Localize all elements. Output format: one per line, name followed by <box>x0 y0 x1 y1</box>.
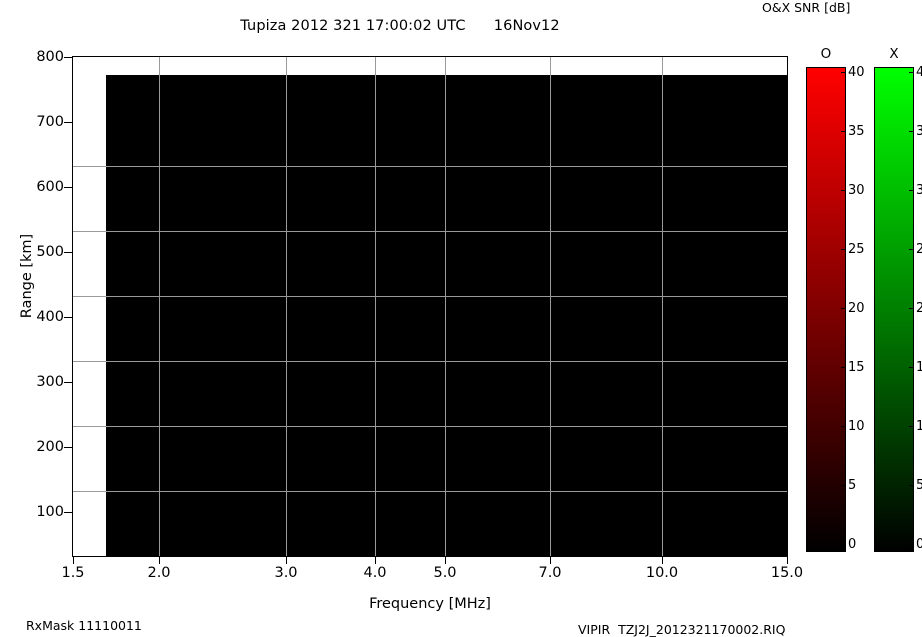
colorbar-x-tick-5 <box>909 485 914 486</box>
gridline-x-3.0 <box>286 57 287 556</box>
colorbar-o-tick-15 <box>841 367 846 368</box>
heatmap-data-region <box>106 75 787 556</box>
y-tick-label-600: 600 <box>36 179 64 195</box>
colorbar-o-ticklabel-15: 15 <box>848 360 865 375</box>
y-tick-100 <box>64 512 72 513</box>
y-axis-title: Range [km] <box>19 233 35 319</box>
y-tick-label-200: 200 <box>36 439 64 455</box>
y-tick-600 <box>64 187 72 188</box>
colorbar-x-tick-25 <box>909 249 914 250</box>
y-tick-800 <box>64 57 72 58</box>
colorbar-x[interactable] <box>874 67 914 552</box>
y-tick-label-100: 100 <box>36 504 64 520</box>
colorbar-x-tick-30 <box>909 190 914 191</box>
x-tick-label-5.0: 5.0 <box>433 565 457 581</box>
x-tick-label-4.0: 4.0 <box>363 565 387 581</box>
colorbar-o-tick-5 <box>841 485 846 486</box>
x-tick-3.0 <box>286 557 287 564</box>
colorbar-x-tick-0 <box>909 544 914 545</box>
gridline-x-2.0 <box>159 57 160 556</box>
colorbar-o-tick-35 <box>841 131 846 132</box>
x-tick-10.0 <box>662 557 663 564</box>
x-tick-5.0 <box>445 557 446 564</box>
gridline-y-400 <box>73 361 787 362</box>
ionogram-plot-area[interactable] <box>72 56 788 557</box>
y-tick-label-800: 800 <box>36 49 64 65</box>
x-tick-7.0 <box>550 557 551 564</box>
colorbar-x-ticklabel-5: 5 <box>916 478 922 493</box>
x-tick-1.5 <box>73 557 74 564</box>
colorbar-x-ticklabel-40: 40 <box>916 65 922 80</box>
gridline-y-300 <box>73 426 787 427</box>
colorbar-caption: O&X SNR [dB] <box>762 0 851 15</box>
x-tick-label-1.5: 1.5 <box>61 565 85 581</box>
colorbar-o-ticklabel-30: 30 <box>848 183 865 198</box>
colorbar-o-ticklabel-25: 25 <box>848 242 865 257</box>
colorbar-o-ticklabel-35: 35 <box>848 124 865 139</box>
y-tick-300 <box>64 382 72 383</box>
colorbar-o[interactable] <box>806 67 846 552</box>
x-tick-4.0 <box>375 557 376 564</box>
colorbar-o-tick-20 <box>841 308 846 309</box>
colorbar-x-tick-40 <box>909 72 914 73</box>
colorbar-x-ticklabel-25: 25 <box>916 242 922 257</box>
x-tick-label-3.0: 3.0 <box>274 565 298 581</box>
colorbar-x-tick-15 <box>909 367 914 368</box>
gridline-y-500 <box>73 296 787 297</box>
chart-title: Tupiza 2012 321 17:00:02 UTC 16Nov12 <box>240 18 560 34</box>
x-tick-label-7.0: 7.0 <box>538 565 562 581</box>
y-tick-label-400: 400 <box>36 309 64 325</box>
y-tick-label-700: 700 <box>36 114 64 130</box>
colorbar-x-ticklabel-15: 15 <box>916 360 922 375</box>
footer-rxmask: RxMask 11110011 <box>26 618 142 633</box>
x-tick-label-10.0: 10.0 <box>645 565 679 581</box>
colorbar-o-ticklabel-5: 5 <box>848 478 857 493</box>
colorbar-x-ticklabel-0: 0 <box>916 537 922 552</box>
colorbar-o-tick-40 <box>841 72 846 73</box>
gridline-y-600 <box>73 231 787 232</box>
gridline-x-7.0 <box>550 57 551 556</box>
colorbar-x-label: X <box>889 46 899 62</box>
y-tick-label-500: 500 <box>36 244 64 260</box>
colorbar-x-tick-10 <box>909 426 914 427</box>
y-tick-700 <box>64 122 72 123</box>
colorbar-o-tick-25 <box>841 249 846 250</box>
colorbar-x-ticklabel-10: 10 <box>916 419 922 434</box>
y-tick-200 <box>64 447 72 448</box>
colorbar-o-ticklabel-0: 0 <box>848 537 857 552</box>
colorbar-x-ticklabel-35: 35 <box>916 124 922 139</box>
y-tick-500 <box>64 252 72 253</box>
gridline-y-700 <box>73 166 787 167</box>
colorbar-x-tick-20 <box>909 308 914 309</box>
colorbar-o-tick-10 <box>841 426 846 427</box>
footer-source-file: VIPIR TZJ2J_2012321170002.RIQ <box>578 622 786 637</box>
gridline-y-100 <box>73 556 787 557</box>
colorbar-x-ticklabel-30: 30 <box>916 183 922 198</box>
x-tick-label-2.0: 2.0 <box>147 565 171 581</box>
y-tick-label-300: 300 <box>36 374 64 390</box>
x-tick-label-15.0: 15.0 <box>770 565 804 581</box>
colorbar-x-tick-35 <box>909 131 914 132</box>
colorbar-o-tick-0 <box>841 544 846 545</box>
colorbar-o-ticklabel-10: 10 <box>848 419 865 434</box>
colorbar-o-ticklabel-40: 40 <box>848 65 865 80</box>
x-axis-title: Frequency [MHz] <box>369 596 491 612</box>
colorbar-o-ticklabel-20: 20 <box>848 301 865 316</box>
colorbar-o-tick-30 <box>841 190 846 191</box>
colorbar-o-label: O <box>820 46 832 62</box>
gridline-x-10.0 <box>662 57 663 556</box>
colorbar-x-ticklabel-20: 20 <box>916 301 922 316</box>
gridline-x-5.0 <box>445 57 446 556</box>
gridline-x-4.0 <box>375 57 376 556</box>
gridline-y-200 <box>73 491 787 492</box>
x-tick-2.0 <box>159 557 160 564</box>
y-tick-400 <box>64 317 72 318</box>
x-tick-15.0 <box>787 557 788 564</box>
